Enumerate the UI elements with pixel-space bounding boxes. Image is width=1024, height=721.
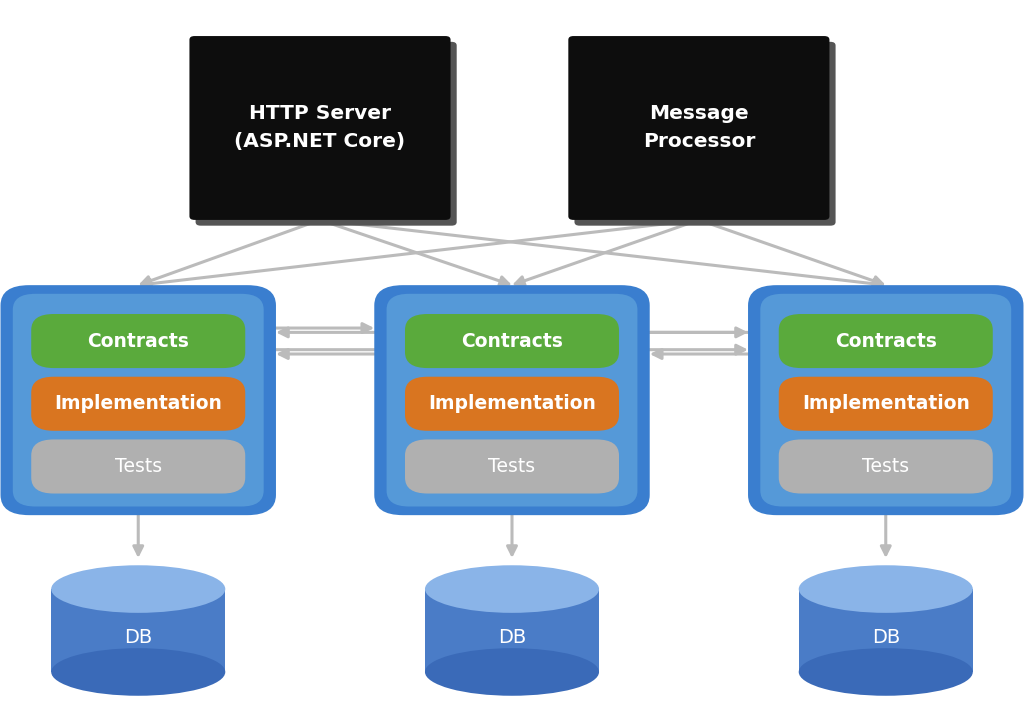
Polygon shape xyxy=(799,589,973,672)
FancyBboxPatch shape xyxy=(748,285,1024,515)
Ellipse shape xyxy=(51,648,225,696)
FancyBboxPatch shape xyxy=(32,439,246,493)
FancyBboxPatch shape xyxy=(760,294,1011,506)
FancyBboxPatch shape xyxy=(1,285,276,515)
FancyBboxPatch shape xyxy=(406,376,618,430)
FancyBboxPatch shape xyxy=(406,314,618,368)
Text: Implementation: Implementation xyxy=(54,394,222,413)
Text: DB: DB xyxy=(498,628,526,647)
FancyBboxPatch shape xyxy=(778,439,992,493)
FancyBboxPatch shape xyxy=(574,42,836,226)
FancyBboxPatch shape xyxy=(32,314,246,368)
Polygon shape xyxy=(425,589,599,672)
Text: Tests: Tests xyxy=(862,457,909,476)
FancyBboxPatch shape xyxy=(196,42,457,226)
FancyBboxPatch shape xyxy=(778,314,992,368)
Text: Contracts: Contracts xyxy=(835,332,937,350)
FancyBboxPatch shape xyxy=(189,36,451,220)
Text: Implementation: Implementation xyxy=(802,394,970,413)
Text: HTTP Server
(ASP.NET Core): HTTP Server (ASP.NET Core) xyxy=(234,105,406,151)
Text: DB: DB xyxy=(871,628,900,647)
FancyBboxPatch shape xyxy=(568,36,829,220)
FancyBboxPatch shape xyxy=(375,285,650,515)
Text: Message
Processor: Message Processor xyxy=(643,105,755,151)
Ellipse shape xyxy=(425,648,599,696)
Text: Contracts: Contracts xyxy=(461,332,563,350)
Ellipse shape xyxy=(799,648,973,696)
FancyBboxPatch shape xyxy=(13,294,264,506)
Ellipse shape xyxy=(425,565,599,613)
Polygon shape xyxy=(51,589,225,672)
Text: Implementation: Implementation xyxy=(428,394,596,413)
Text: Tests: Tests xyxy=(488,457,536,476)
Text: Contracts: Contracts xyxy=(87,332,189,350)
Text: DB: DB xyxy=(124,628,153,647)
FancyBboxPatch shape xyxy=(778,376,992,430)
FancyBboxPatch shape xyxy=(387,294,637,506)
FancyBboxPatch shape xyxy=(406,439,618,493)
Text: Tests: Tests xyxy=(115,457,162,476)
Ellipse shape xyxy=(51,565,225,613)
Ellipse shape xyxy=(799,565,973,613)
FancyBboxPatch shape xyxy=(32,376,246,430)
